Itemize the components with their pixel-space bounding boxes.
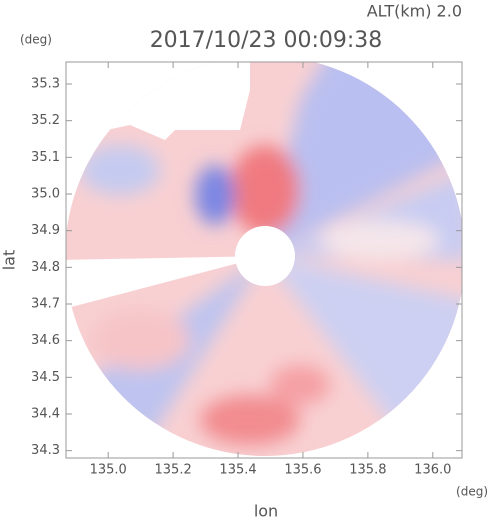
y-tick-label: 35.0 — [31, 187, 60, 202]
y-tick-label: 34.7 — [31, 297, 60, 312]
x-tick-label: 136.0 — [414, 463, 451, 478]
y-tick-label: 34.8 — [31, 260, 60, 275]
x-tick-label: 135.8 — [349, 463, 386, 478]
x-tick-label: 135.4 — [219, 463, 256, 478]
x-tick-label: 135.0 — [90, 463, 127, 478]
x-axis-label: lon — [254, 502, 278, 521]
y-tick-label: 34.6 — [31, 333, 60, 348]
y-unit: (deg) — [20, 33, 52, 47]
y-tick-label: 34.4 — [31, 407, 60, 422]
x-tick-label: 135.2 — [155, 463, 192, 478]
plot-frame — [65, 61, 463, 459]
radar-field — [66, 62, 462, 456]
y-tick-label: 35.3 — [31, 77, 60, 92]
y-tick-label: 34.3 — [31, 443, 60, 458]
y-axis-label: lat — [0, 250, 19, 271]
chart-title: 2017/10/23 00:09:38 — [150, 28, 383, 53]
y-tick-label: 34.5 — [31, 370, 60, 385]
y-tick-label: 35.1 — [31, 150, 60, 165]
y-tick-label: 34.9 — [31, 223, 60, 238]
y-tick-label: 35.2 — [31, 113, 60, 128]
x-unit: (deg) — [456, 485, 488, 499]
altitude-label: ALT(km) 2.0 — [367, 2, 462, 21]
x-tick-label: 135.6 — [284, 463, 321, 478]
